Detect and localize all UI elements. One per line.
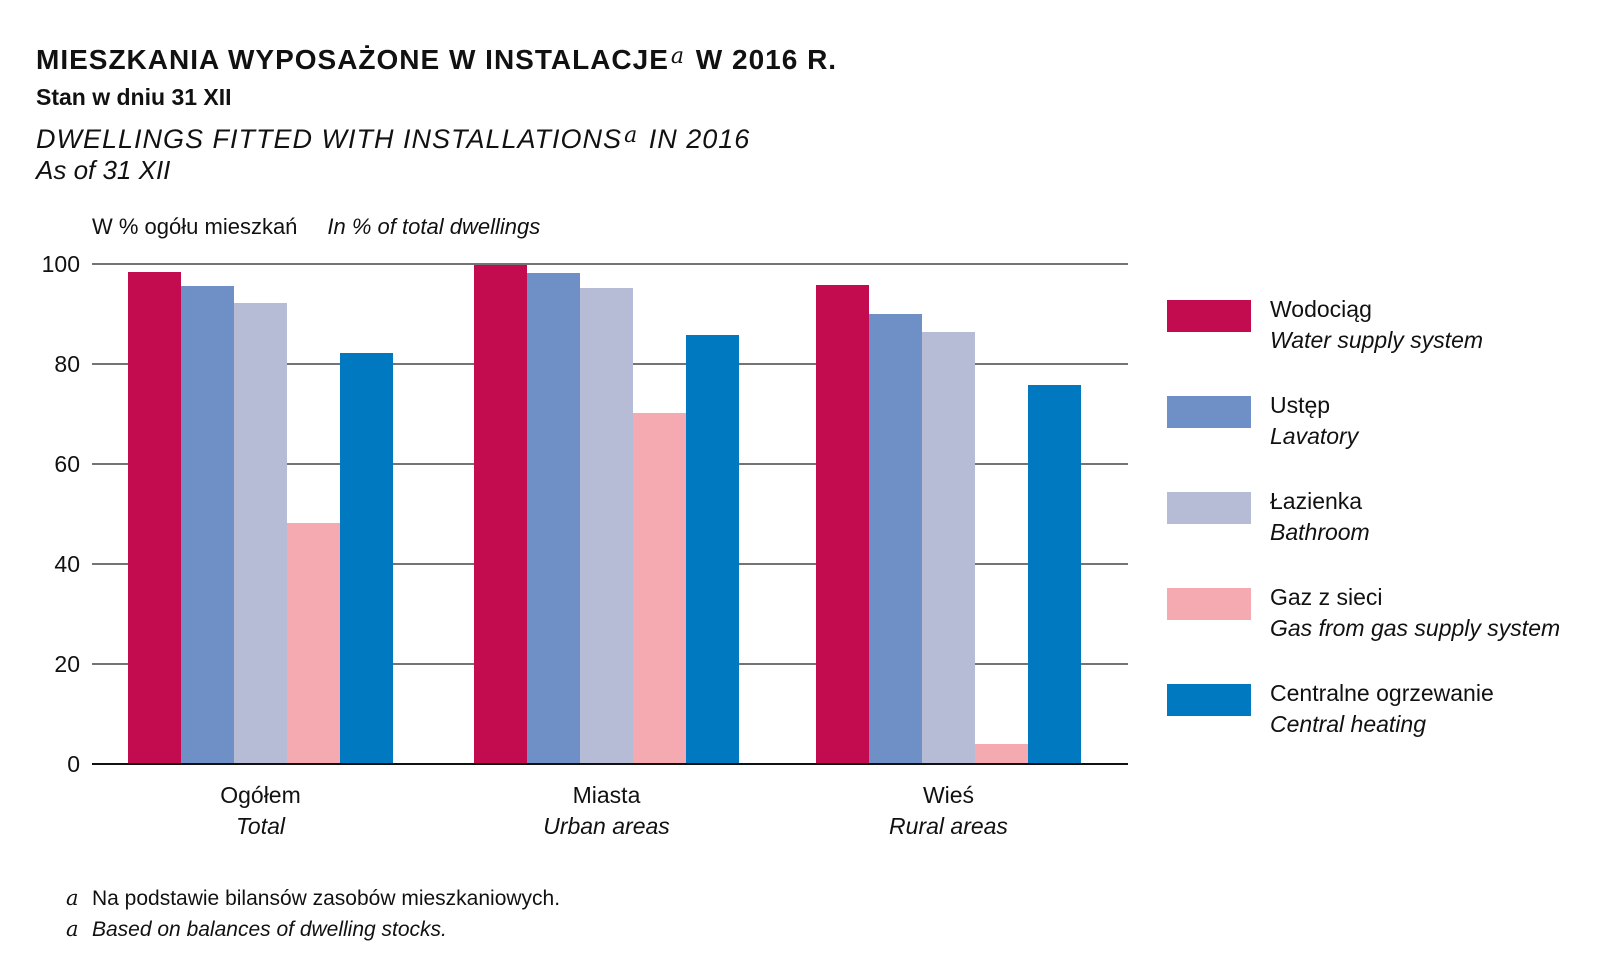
bar-1-5 [340,353,393,764]
footnote-marker: a [66,886,79,910]
footnote-en: a Based on balances of dwelling stocks. [66,914,560,945]
bar-2-5 [686,335,739,764]
footnotes: a Na podstawie bilansów zasobów mieszkani… [66,883,560,945]
x-category-label-1: Ogółem [220,782,301,808]
footnote-pl: a Na podstawie bilansów zasobów mieszkani… [66,883,560,914]
bar-3-5 [1028,385,1081,764]
y-tick-label-0: 0 [67,751,80,777]
y-axis-unit-en: In % of total dwellings [327,214,541,239]
legend-label: Łazienka [1270,488,1363,514]
footnote-marker: a [66,917,79,941]
bar-2-2 [527,273,580,764]
footnote-pl-text: Na podstawie bilansów zasobów mieszkanio… [92,887,561,910]
y-tick-label-40: 40 [54,551,80,577]
legend-swatch [1167,492,1251,524]
footnote-en-text: Based on balances of dwelling stocks. [92,918,447,941]
legend-item: Gaz z sieci Gas from gas supply system [1167,582,1587,652]
chart-subtitle-en: As of 31 XII [36,155,171,185]
chart-title-pl-part1: MIESZKANIA WYPOSAŻONE W INSTALACJE [36,44,669,75]
y-axis-unit-pl: W % ogółu mieszkań [92,214,298,239]
bar-1-4 [287,523,340,764]
footnote-marker-title-pl: a [670,44,686,69]
bar-3-1 [816,285,869,764]
legend-item: Centralne ogrzewanie Central heating [1167,678,1587,748]
legend-swatch [1167,588,1251,620]
legend-label: Centralne ogrzewanie [1270,680,1494,706]
legend-item: Łazienka Bathroom [1167,486,1587,556]
legend-label-en: Gas from gas supply system [1270,615,1561,641]
legend-swatch [1167,300,1251,332]
bar-1-2 [181,286,234,764]
legend-item: Ustęp Lavatory [1167,390,1587,460]
x-category-label-en-3: Rural areas [889,813,1008,839]
legend-swatch [1167,396,1251,428]
x-category-label-2: Miasta [573,782,641,808]
bar-3-4 [975,744,1028,764]
chart-title-pl: MIESZKANIA WYPOSAŻONE W INSTALACJEa W 20… [36,44,837,76]
chart-title-pl-part2: W 2016 R. [687,44,838,75]
x-category-label-en-1: Total [236,813,286,839]
legend-label-en: Bathroom [1270,519,1370,545]
legend-label-en: Central heating [1270,711,1426,737]
bar-2-3 [580,288,633,764]
legend-label: Wodociąg [1270,296,1372,322]
footnote-marker-title-en: a [624,123,639,148]
bar-3-2 [869,314,922,764]
bar-1-1 [128,272,181,764]
legend-label-en: Water supply system [1270,327,1484,353]
y-tick-label-80: 80 [54,351,80,377]
y-tick-label-20: 20 [54,651,80,677]
x-category-label-3: Wieś [923,782,974,808]
chart-title-en: DWELLINGS FITTED WITH INSTALLATIONSa IN … [36,123,751,155]
chart-title-en-part1: DWELLINGS FITTED WITH INSTALLATIONS [36,124,623,154]
legend-label-en: Lavatory [1270,423,1359,449]
y-tick-label-100: 100 [42,251,80,277]
legend-label: Gaz z sieci [1270,584,1383,610]
legend-item: Wodociąg Water supply system [1167,294,1587,364]
bar-2-1 [474,265,527,764]
bar-2-4 [633,413,686,764]
bar-3-3 [922,332,975,764]
bar-1-3 [234,303,287,764]
y-axis-unit-label: W % ogółu mieszkań In % of total dwelling… [92,214,540,240]
legend-swatch [1167,684,1251,716]
chart-title-en-part2: IN 2016 [640,124,751,154]
legend-label: Ustęp [1270,392,1331,418]
y-tick-label-60: 60 [54,451,80,477]
chart-subtitle-pl: Stan w dniu 31 XII [36,84,232,110]
x-category-label-en-2: Urban areas [543,813,670,839]
